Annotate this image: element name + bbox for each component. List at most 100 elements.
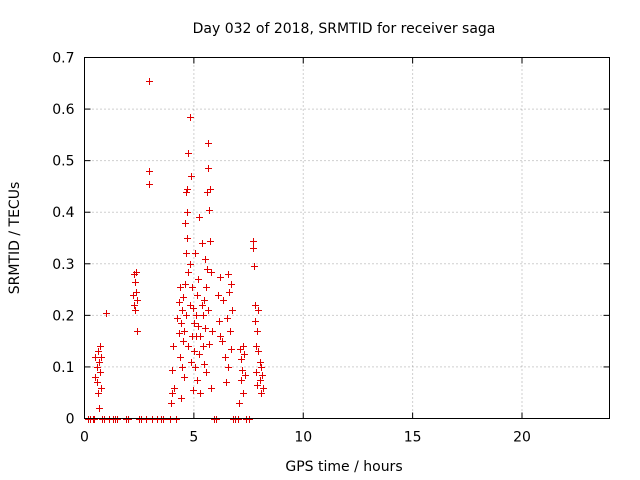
data-point (185, 343, 192, 350)
data-point (180, 294, 187, 301)
data-point (260, 385, 267, 392)
data-point (191, 320, 198, 327)
data-point (183, 250, 190, 257)
y-tick-label: 0.1 (52, 360, 74, 376)
data-point (183, 189, 190, 196)
data-point (242, 372, 249, 379)
data-point (125, 416, 132, 423)
data-point (143, 416, 150, 423)
data-point (176, 299, 183, 306)
data-point (178, 395, 185, 402)
plot-frame (84, 57, 610, 419)
data-point (209, 328, 216, 335)
data-point (191, 348, 198, 355)
data-point (251, 263, 258, 270)
y-tick-label: 0.6 (52, 102, 74, 118)
data-point (181, 374, 188, 381)
data-point (167, 416, 174, 423)
data-point (255, 307, 262, 314)
data-point (225, 271, 232, 278)
data-point (98, 385, 105, 392)
data-point (184, 186, 191, 193)
data-point (177, 284, 184, 291)
data-point (184, 209, 191, 216)
data-point (195, 276, 202, 283)
data-point (241, 351, 248, 358)
data-point (207, 186, 214, 193)
data-point (200, 312, 207, 319)
y-tick-label: 0 (66, 412, 75, 428)
data-point (98, 354, 105, 361)
data-point (202, 325, 209, 332)
data-point (146, 181, 153, 188)
data-point (238, 356, 245, 363)
data-point (190, 305, 197, 312)
data-point (258, 364, 265, 371)
data-point (134, 297, 141, 304)
x-tick-label: 20 (513, 430, 531, 446)
x-tick-label: 15 (404, 430, 422, 446)
data-point (169, 390, 176, 397)
data-point (196, 351, 203, 358)
data-point (196, 214, 203, 221)
data-point (177, 354, 184, 361)
data-point (146, 78, 153, 85)
data-point (187, 261, 194, 268)
data-point (254, 382, 261, 389)
data-point (240, 343, 247, 350)
data-point (224, 315, 231, 322)
data-point (95, 348, 102, 355)
data-point (252, 318, 259, 325)
data-point (257, 377, 264, 384)
data-point (185, 269, 192, 276)
chart-title: Day 032 of 2018, SRMTID for receiver sag… (193, 21, 496, 37)
data-point (254, 328, 261, 335)
data-point (246, 416, 253, 423)
data-point (207, 238, 214, 245)
data-point (228, 281, 235, 288)
data-point (146, 168, 153, 175)
data-point (220, 297, 227, 304)
data-point (92, 354, 99, 361)
data-point (238, 377, 245, 384)
data-point (94, 364, 101, 371)
data-point (97, 343, 104, 350)
data-point (204, 189, 211, 196)
axis-ticks: 0 0.1 0.2 0.3 0.4 0.5 0.6 0.7 0 5 10 15 20 (52, 51, 610, 446)
data-point (219, 338, 226, 345)
data-point (204, 266, 211, 273)
data-point (97, 369, 104, 376)
data-point (205, 165, 212, 172)
data-point (182, 281, 189, 288)
data-point (205, 307, 212, 314)
data-point (235, 416, 242, 423)
data-point (206, 207, 213, 214)
data-point (213, 416, 220, 423)
data-point (103, 310, 110, 317)
x-tick-label: 0 (80, 430, 89, 446)
data-point (252, 302, 259, 309)
data-point (217, 274, 224, 281)
data-point (223, 379, 230, 386)
data-point (225, 364, 232, 371)
data-point (173, 416, 180, 423)
data-point (226, 289, 233, 296)
data-point (250, 245, 257, 252)
data-point (183, 312, 190, 319)
y-tick-label: 0.4 (52, 205, 74, 221)
data-point (132, 307, 139, 314)
data-point (193, 312, 200, 319)
data-point (133, 289, 140, 296)
data-point (222, 354, 229, 361)
data-point (114, 416, 121, 423)
data-point (94, 379, 101, 386)
data-point (178, 320, 185, 327)
data-point (229, 307, 236, 314)
data-point (169, 367, 176, 374)
data-point (216, 318, 223, 325)
data-point (205, 140, 212, 147)
data-point (96, 405, 103, 412)
data-point (132, 279, 139, 286)
data-point (197, 333, 204, 340)
